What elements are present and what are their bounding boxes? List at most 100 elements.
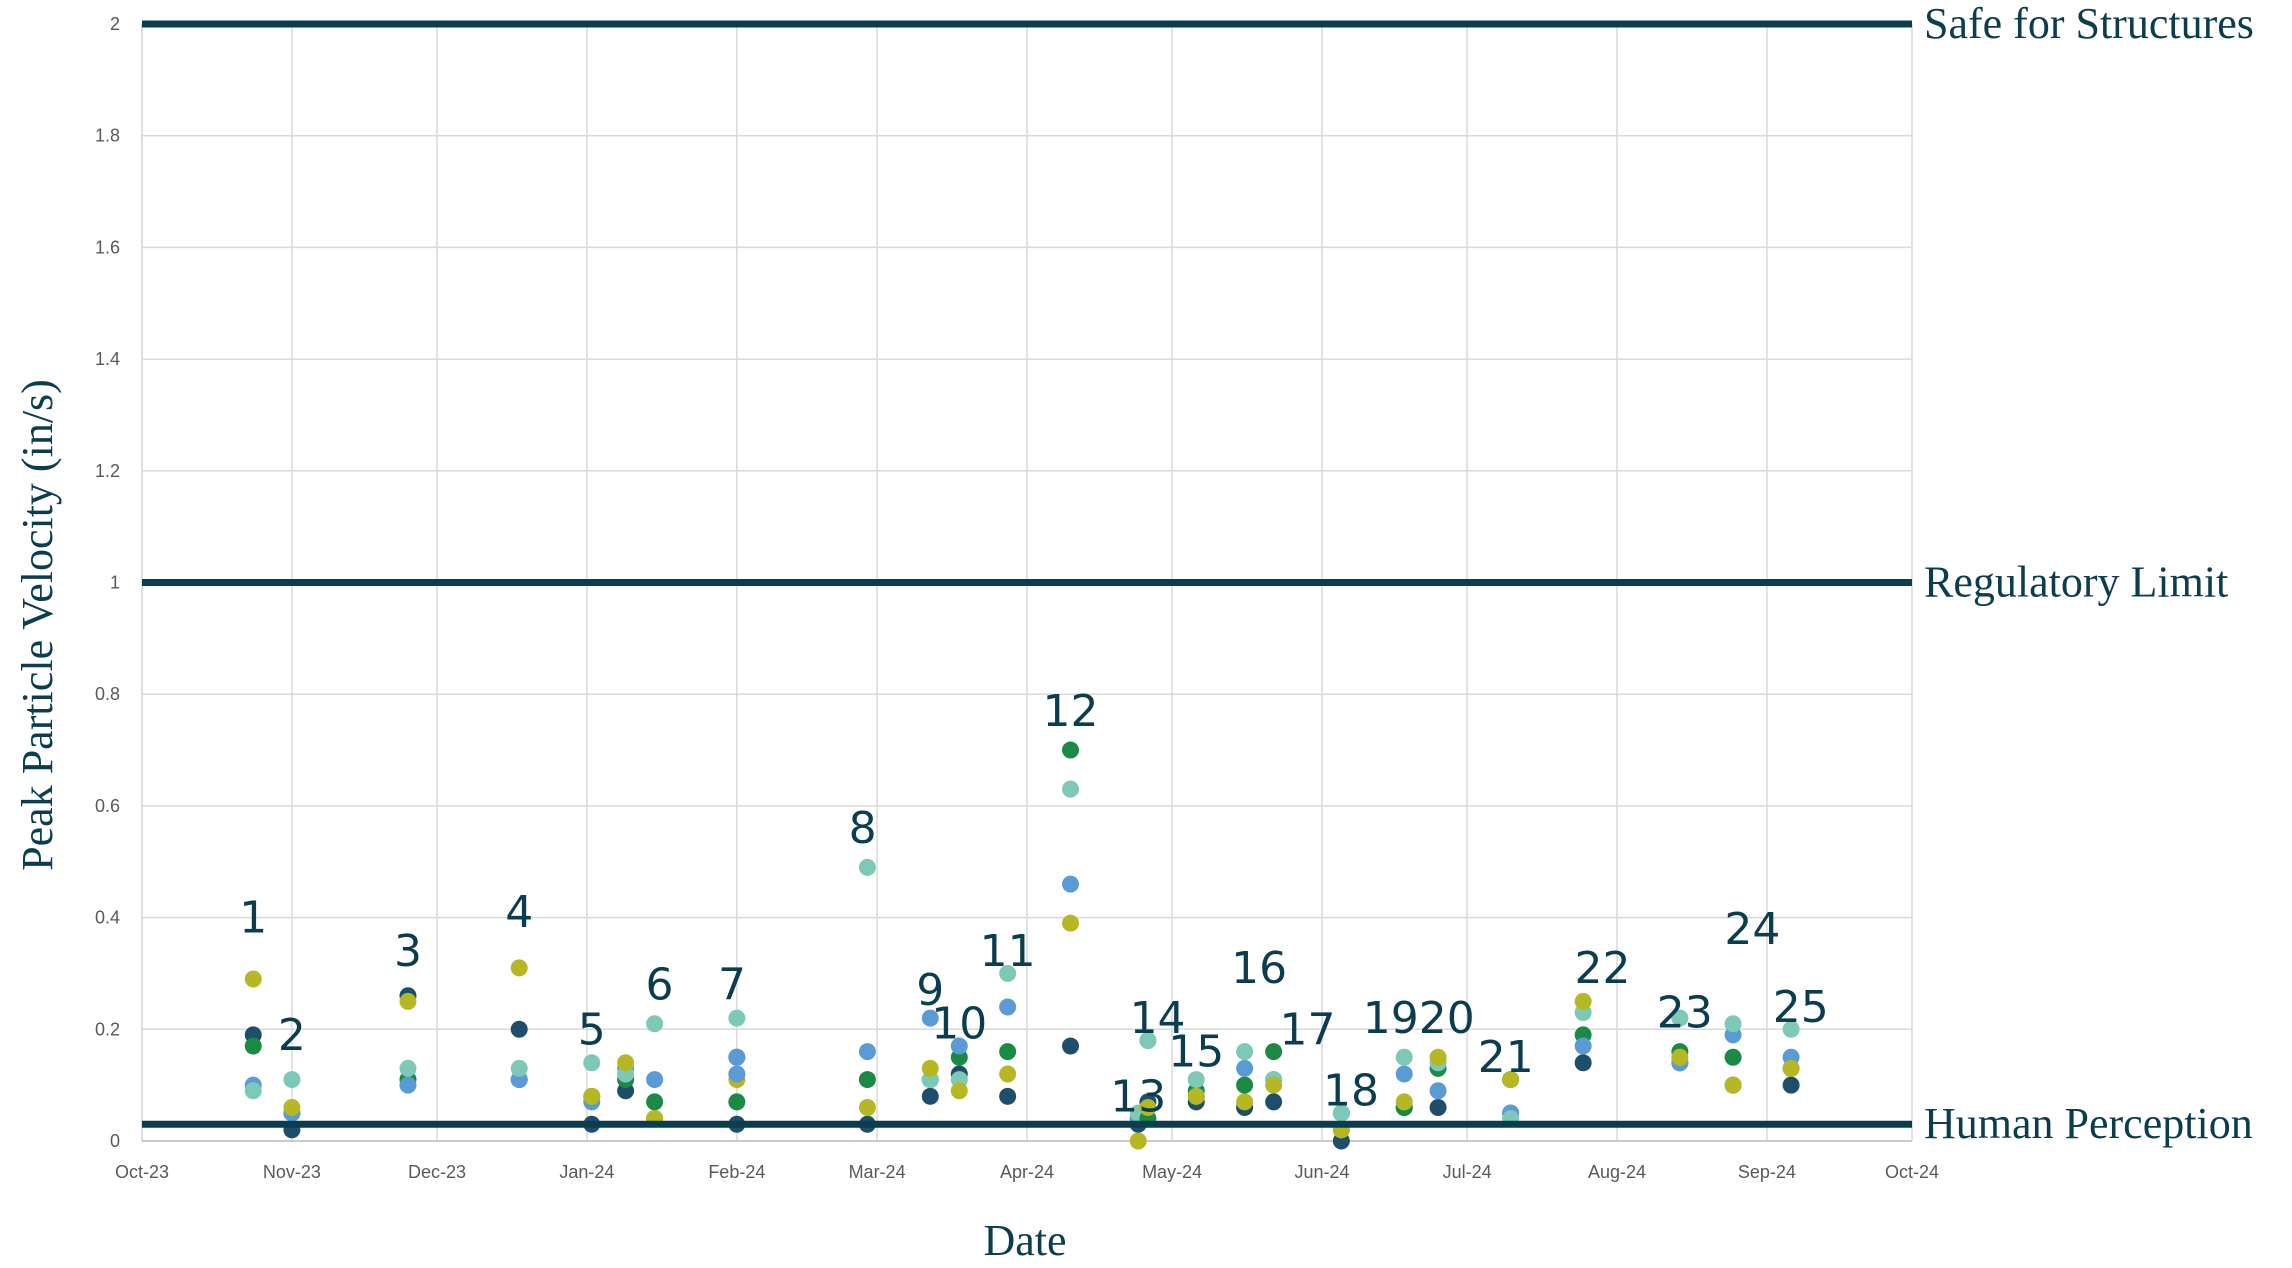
data-point xyxy=(1429,1082,1447,1100)
data-point xyxy=(1724,1048,1742,1066)
x-tick-label: Oct-23 xyxy=(115,1162,169,1182)
data-point xyxy=(999,998,1017,1016)
data-point xyxy=(728,1048,746,1066)
data-point xyxy=(646,1015,664,1033)
data-point xyxy=(728,1065,746,1083)
data-point xyxy=(1139,1098,1157,1116)
data-point xyxy=(1062,780,1080,798)
data-point xyxy=(1671,1048,1689,1066)
y-tick-label: 1.2 xyxy=(95,461,120,481)
x-tick-label: Jul-24 xyxy=(1443,1162,1492,1182)
x-tick-label: May-24 xyxy=(1142,1162,1202,1182)
data-point xyxy=(510,1059,528,1077)
data-point xyxy=(1574,1054,1592,1072)
data-point xyxy=(1671,1009,1689,1027)
event-number-label: 10 xyxy=(931,999,987,1050)
data-point xyxy=(1429,1048,1447,1066)
data-point xyxy=(1236,1059,1254,1077)
reference-lines: Safe for Structures Regulatory Limit Human… xyxy=(142,0,2254,1148)
data-point xyxy=(999,964,1017,982)
event-number-label: 16 xyxy=(1231,943,1287,994)
data-point xyxy=(1574,992,1592,1010)
data-point xyxy=(244,970,262,988)
data-point xyxy=(1395,1048,1413,1066)
data-point xyxy=(921,1087,939,1105)
data-point xyxy=(950,1082,968,1100)
x-tick-label: Aug-24 xyxy=(1588,1162,1646,1182)
event-number-label: 4 xyxy=(505,887,533,938)
data-point xyxy=(999,1087,1017,1105)
x-tick-label: Feb-24 xyxy=(708,1162,765,1182)
event-number-label: 12 xyxy=(1043,686,1099,737)
data-point xyxy=(1782,1059,1800,1077)
y-tick-label: 0.8 xyxy=(95,684,120,704)
reference-line-label: Regulatory Limit xyxy=(1924,558,2228,607)
reference-line-label: Human Perception xyxy=(1924,1099,2253,1148)
data-point xyxy=(1502,1071,1520,1089)
y-axis: 0 0.2 0.4 0.6 0.8 1 1.2 1.4 1.6 1.8 2 xyxy=(95,14,143,1151)
data-point xyxy=(646,1093,664,1111)
event-number-label: 2 xyxy=(278,1010,306,1061)
data-point xyxy=(999,1065,1017,1083)
y-tick-label: 0.2 xyxy=(95,1019,120,1039)
data-point xyxy=(858,1098,876,1116)
data-point xyxy=(999,1043,1017,1061)
x-tick-label: Mar-24 xyxy=(849,1162,906,1182)
data-point xyxy=(283,1098,301,1116)
data-point xyxy=(858,1043,876,1061)
data-point xyxy=(1236,1076,1254,1094)
event-number-label: 22 xyxy=(1574,943,1630,994)
event-number-label: 23 xyxy=(1657,988,1713,1039)
data-point xyxy=(1236,1043,1254,1061)
x-axis: Oct-23 Nov-23 Dec-23 Jan-24 Feb-24 Mar-24 Apr-… xyxy=(115,1140,1939,1182)
event-number-label: 5 xyxy=(578,1004,606,1055)
x-tick-label: Jan-24 xyxy=(559,1162,614,1182)
data-point xyxy=(1724,1015,1742,1033)
data-point xyxy=(1395,1065,1413,1083)
event-number-label: 25 xyxy=(1773,982,1829,1033)
data-point xyxy=(858,858,876,876)
data-point xyxy=(583,1054,601,1072)
x-axis-title: Date xyxy=(983,1216,1066,1265)
y-tick-label: 0 xyxy=(110,1131,120,1151)
y-tick-label: 1 xyxy=(110,573,120,593)
y-tick-label: 2 xyxy=(110,14,120,34)
event-number-label: 17 xyxy=(1279,1004,1335,1055)
event-number-label: 21 xyxy=(1478,1032,1534,1083)
reference-line-label: Safe for Structures xyxy=(1924,0,2254,48)
x-tick-label: Dec-23 xyxy=(408,1162,466,1182)
data-point xyxy=(1062,914,1080,932)
event-number-label: 15 xyxy=(1168,1027,1224,1078)
event-number-label: 6 xyxy=(645,960,673,1011)
data-point xyxy=(921,1059,939,1077)
data-point xyxy=(283,1071,301,1089)
data-point xyxy=(1265,1043,1283,1061)
event-number-label: 3 xyxy=(394,926,422,977)
data-point xyxy=(950,1037,968,1055)
y-tick-label: 0.6 xyxy=(95,796,120,816)
y-tick-label: 1.6 xyxy=(95,237,120,257)
event-number-label: 9 xyxy=(916,965,944,1016)
data-point xyxy=(1724,1076,1742,1094)
data-point xyxy=(399,1076,417,1094)
y-tick-label: 1.8 xyxy=(95,126,120,146)
data-point xyxy=(1062,1037,1080,1055)
data-point xyxy=(1395,1093,1413,1111)
y-tick-label: 0.4 xyxy=(95,908,120,928)
data-point xyxy=(1139,1031,1157,1049)
data-point xyxy=(1782,1020,1800,1038)
data-point xyxy=(583,1087,601,1105)
event-number-label: 1 xyxy=(239,893,267,944)
event-number-label: 11 xyxy=(980,926,1036,977)
data-point xyxy=(1236,1093,1254,1111)
data-point xyxy=(1129,1132,1147,1150)
event-number-label: 24 xyxy=(1724,904,1780,955)
data-point xyxy=(399,1059,417,1077)
data-point xyxy=(1265,1076,1283,1094)
data-point xyxy=(510,959,528,977)
x-tick-label: Jun-24 xyxy=(1294,1162,1349,1182)
data-point xyxy=(399,992,417,1010)
data-point xyxy=(1429,1098,1447,1116)
y-tick-label: 1.4 xyxy=(95,349,120,369)
